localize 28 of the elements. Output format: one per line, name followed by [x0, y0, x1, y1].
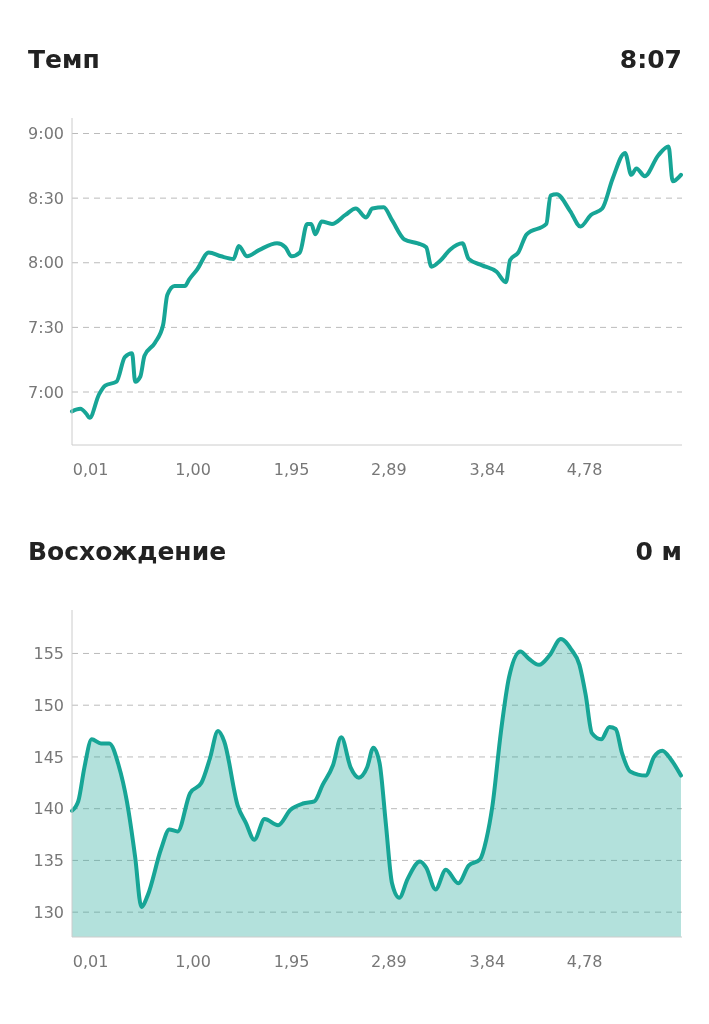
x-tick-label: 3,84 [469, 952, 506, 971]
x-tick-label: 1,95 [273, 952, 310, 971]
x-tick-label: 1,95 [273, 460, 310, 479]
y-tick-label: 140 [33, 799, 64, 819]
x-tick-label: 4,78 [566, 460, 603, 479]
y-tick-label: 8:00 [28, 253, 64, 273]
x-tick-label: 2,89 [371, 460, 407, 479]
y-tick-label: 135 [33, 851, 64, 871]
x-tick-label: 1,00 [175, 952, 211, 971]
y-tick-label: 8:30 [28, 188, 64, 208]
chart-subtitle: 8:07 [619, 45, 682, 74]
y-tick-label: 7:30 [28, 317, 64, 337]
x-tick-label: 0,01 [72, 952, 109, 971]
x-tick-label: 0,01 [72, 460, 109, 479]
x-tick-label: 1,00 [175, 460, 211, 479]
y-tick-label: 130 [33, 902, 64, 922]
x-tick-label: 3,84 [469, 460, 506, 479]
x-tick-label: 2,89 [371, 952, 407, 971]
line-series [70, 144, 683, 420]
chart-title: Восхождение [28, 537, 227, 566]
y-tick-label: 145 [33, 747, 64, 767]
y-tick-label: 155 [33, 644, 64, 664]
y-tick-label: 9:00 [28, 124, 64, 144]
chart-title: Темп [28, 45, 100, 74]
x-tick-label: 4,78 [566, 952, 603, 971]
chart-subtitle: 0 м [635, 537, 682, 566]
y-tick-label: 7:00 [28, 382, 64, 402]
y-tick-label: 150 [33, 695, 64, 715]
